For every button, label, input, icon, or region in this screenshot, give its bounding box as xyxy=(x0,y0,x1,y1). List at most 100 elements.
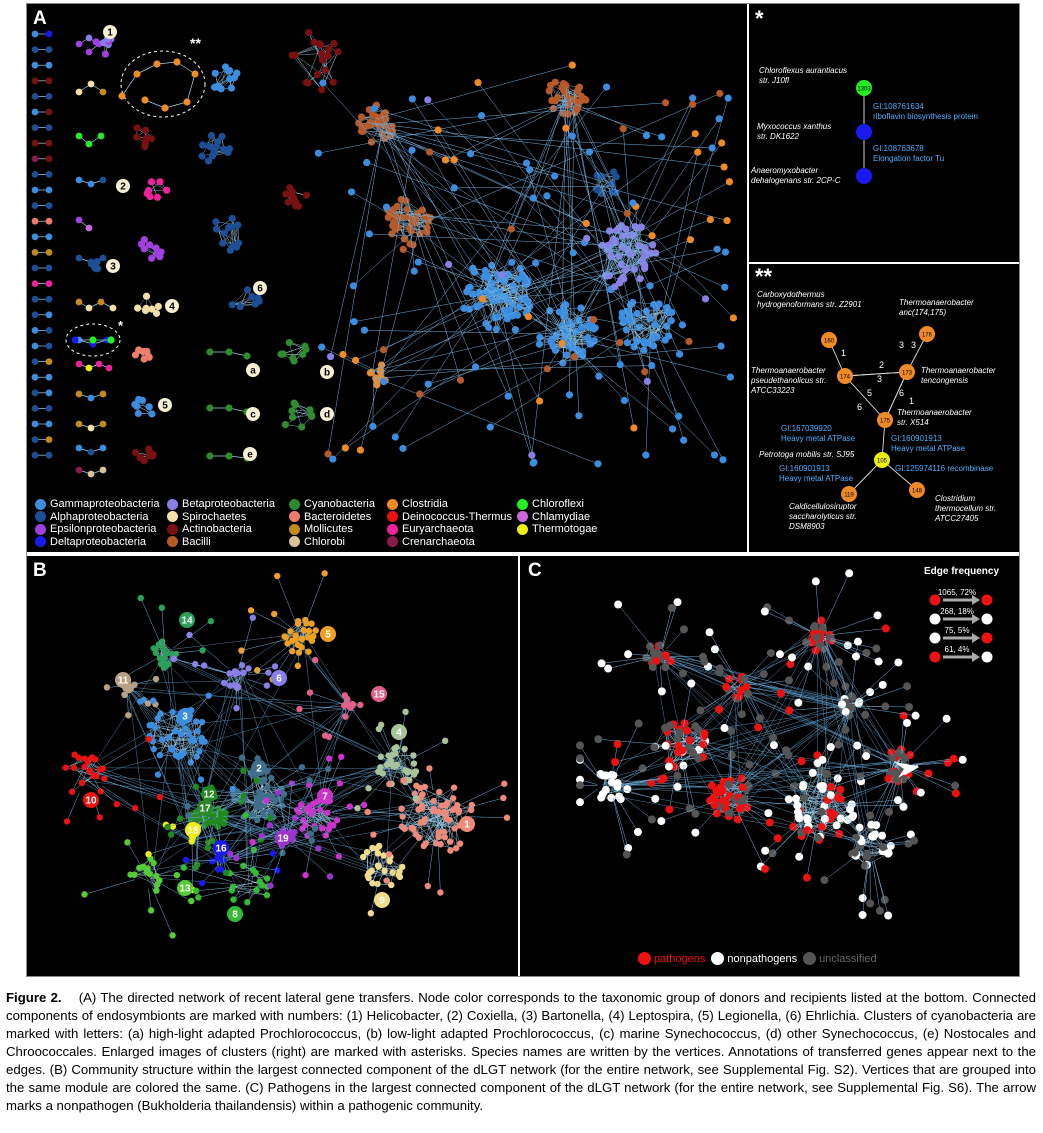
vertex xyxy=(884,911,893,920)
edge xyxy=(669,656,705,662)
pathogen-hub-8 xyxy=(596,769,632,804)
vertex xyxy=(590,316,598,324)
edge-freq-from xyxy=(929,651,941,663)
vertex xyxy=(712,809,721,818)
edge xyxy=(305,573,325,625)
vertex xyxy=(886,841,895,850)
edge-freq-arrowhead xyxy=(972,614,980,624)
edge xyxy=(437,842,441,893)
vertex xyxy=(188,897,195,905)
vertex xyxy=(375,863,382,870)
gamma-small-cluster xyxy=(210,63,241,93)
edge xyxy=(793,825,837,828)
vertex xyxy=(451,825,458,832)
vertex xyxy=(795,814,804,823)
legend-label: Mollicutes xyxy=(304,523,353,535)
vertex xyxy=(649,648,658,657)
edge xyxy=(102,785,136,809)
vertex xyxy=(665,721,674,730)
edge-count: 1 xyxy=(841,348,846,358)
edge xyxy=(198,764,388,817)
edge xyxy=(830,795,861,834)
edge xyxy=(911,769,956,786)
vertex xyxy=(218,866,225,873)
species-thermo-x514: Thermoanaerobacter str. X514 xyxy=(897,408,972,427)
vertex xyxy=(848,693,857,702)
vertex xyxy=(99,176,107,184)
edge xyxy=(167,819,193,828)
edge xyxy=(151,887,173,936)
edge xyxy=(812,772,841,790)
edge xyxy=(153,740,194,750)
vertex xyxy=(613,740,622,749)
edge xyxy=(293,839,319,849)
vertex xyxy=(99,444,107,452)
edge xyxy=(407,213,653,236)
vertex xyxy=(249,866,257,874)
edge xyxy=(687,633,820,753)
edge xyxy=(388,832,417,855)
vertex xyxy=(685,804,694,813)
vertex xyxy=(873,611,882,620)
edge xyxy=(664,727,704,745)
vertex xyxy=(191,70,199,78)
inset-vertex xyxy=(856,124,872,140)
edge xyxy=(743,694,759,728)
vertex xyxy=(894,658,903,667)
edge xyxy=(245,815,247,871)
vertex xyxy=(95,360,103,368)
vertex xyxy=(737,710,746,719)
vertex xyxy=(878,680,887,689)
vertex xyxy=(893,796,902,805)
legend-item-spirochaetes: Spirochaetes xyxy=(167,511,246,523)
vertex xyxy=(243,286,252,294)
edge xyxy=(308,32,326,71)
vertex xyxy=(318,343,326,351)
edge xyxy=(741,800,795,805)
vertex xyxy=(881,702,890,711)
panel-c-network: 1065, 72%268, 18%75, 5%61, 4% xyxy=(576,569,993,920)
vertex xyxy=(614,600,623,609)
edge xyxy=(821,826,856,841)
vertex xyxy=(456,840,464,847)
vertex xyxy=(415,834,423,841)
edge xyxy=(857,685,908,704)
vertex xyxy=(667,317,675,325)
module-number-18-badge xyxy=(185,822,201,838)
vertex xyxy=(414,258,422,266)
vertex xyxy=(386,858,393,865)
edge xyxy=(295,630,316,640)
vertex xyxy=(398,214,406,222)
vertex xyxy=(498,271,506,279)
edge xyxy=(311,813,338,821)
vertex xyxy=(184,802,191,810)
vertex xyxy=(308,412,316,421)
edge xyxy=(153,677,236,880)
edge xyxy=(377,865,403,868)
vertex xyxy=(884,774,893,783)
legend-label: Deltaproteobacteria xyxy=(50,535,147,548)
vertex xyxy=(524,312,533,321)
vertex xyxy=(263,891,271,899)
vertex xyxy=(742,803,751,812)
cluster-number-5-badge xyxy=(158,398,172,412)
vertex xyxy=(363,158,371,167)
vertex xyxy=(78,779,86,787)
edge xyxy=(888,778,898,812)
edge xyxy=(728,627,818,793)
vertex xyxy=(722,683,731,692)
vertex xyxy=(633,827,642,836)
vertex xyxy=(480,273,488,281)
edge xyxy=(669,658,720,673)
edge xyxy=(247,881,260,903)
vertex xyxy=(271,663,279,670)
edge xyxy=(573,330,620,343)
edge xyxy=(287,783,293,832)
module-number-12-badge xyxy=(201,786,217,802)
edge xyxy=(620,768,643,781)
edge xyxy=(580,98,693,327)
legend-label: Chloroflexi xyxy=(532,498,584,510)
inset-vertex-id: 176 xyxy=(922,333,933,339)
vertex xyxy=(280,790,288,798)
module-number-2: 2 xyxy=(256,764,262,775)
